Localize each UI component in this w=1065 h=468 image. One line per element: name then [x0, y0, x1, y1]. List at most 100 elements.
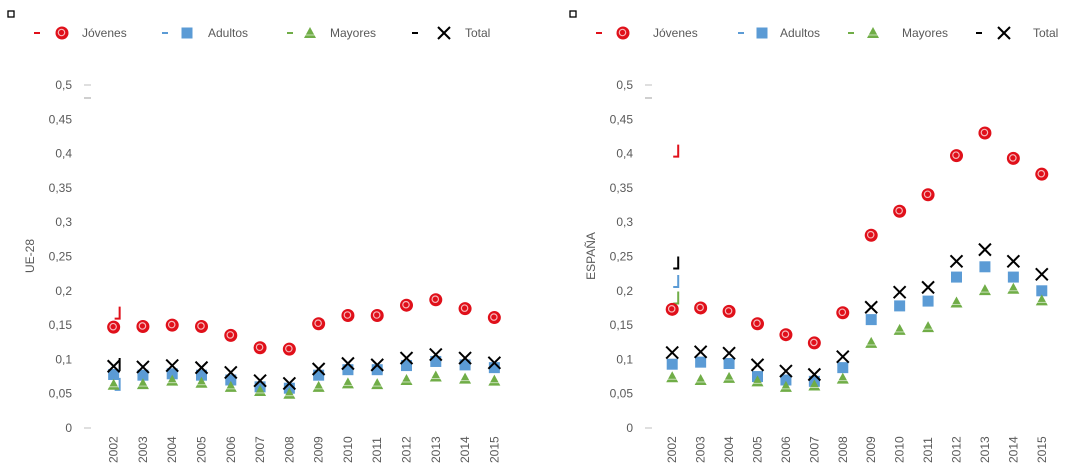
data-point: [136, 319, 150, 333]
x-tick-label: 2004: [722, 436, 736, 463]
data-point: [693, 345, 708, 359]
data-point: [665, 302, 679, 316]
y-tick-label: 0: [65, 421, 72, 435]
data-point: [311, 362, 326, 376]
x-tick-label: 2006: [224, 436, 238, 463]
data-point: [779, 380, 792, 392]
data-point: [922, 321, 935, 333]
data-point: [399, 351, 414, 365]
legend-mayores-label: Mayores: [330, 26, 376, 40]
y-tick-label: 0,25: [610, 250, 634, 264]
data-point: [1035, 294, 1048, 306]
bracket-mayores: [673, 291, 680, 305]
data-point: [722, 346, 736, 360]
data-point: [894, 300, 906, 312]
y-axis-label: UE-28: [23, 239, 37, 273]
y-tick-label: 0,3: [616, 215, 633, 229]
y-axis: 0 0,05 0,1 0,15 0,2 0,25 0,3 0,35 0,4 0,45 0,5: [49, 78, 91, 435]
x-tick-label: 2012: [950, 436, 964, 463]
x-tick-label: 2010: [341, 436, 355, 463]
data-point: [253, 341, 267, 355]
legend-jovenes-marker: [55, 26, 69, 40]
data-point: [225, 374, 237, 386]
data-point: [371, 364, 383, 376]
bracket-adultos: [673, 275, 680, 289]
y-tick-label: 0,05: [49, 387, 73, 401]
data-point: [1036, 285, 1048, 297]
data-point: [864, 228, 878, 242]
data-point: [864, 300, 878, 314]
data-point: [458, 351, 472, 365]
data-point: [836, 349, 850, 364]
data-point: [750, 358, 765, 372]
legend-mayores-marker: [867, 27, 879, 38]
legend: Jóvenes Adultos Mayores Total: [7, 10, 490, 40]
x-tick-label: 2003: [136, 436, 150, 463]
data-point: [723, 371, 736, 383]
data-point: [224, 328, 238, 342]
x-tick-label: 2013: [978, 436, 992, 463]
bracket-jovenes: [114, 306, 121, 320]
x-tick-label: 2009: [864, 436, 878, 463]
data-point: [921, 188, 935, 202]
legend-jovenes-label: Jóvenes: [82, 26, 127, 40]
y-tick-label: 0,2: [616, 284, 633, 298]
series-total: [106, 347, 502, 391]
x-tick-label: 2014: [1006, 436, 1020, 463]
data-point: [1035, 167, 1049, 181]
legend-total-label: Total: [1033, 26, 1058, 40]
data-point: [950, 149, 963, 163]
data-point: [921, 280, 935, 295]
data-point: [922, 295, 934, 307]
x-tick-label: 2011: [921, 437, 935, 463]
data-point: [253, 373, 267, 388]
data-point: [951, 271, 962, 283]
x-tick-label: 2002: [665, 436, 679, 463]
data-point: [370, 308, 384, 322]
y-tick-label: 0,4: [55, 147, 72, 161]
x-axis: 2002 2003 2004 2005 2006 2007 2008 2009 2010 2011…: [107, 436, 502, 463]
data-point: [780, 374, 792, 386]
x-tick-label: 2008: [836, 436, 850, 463]
bracket-adultos: [114, 377, 121, 391]
x-tick-label: 2004: [165, 436, 179, 463]
data-point: [341, 377, 354, 389]
data-point: [459, 372, 472, 384]
legend-total-label: Total: [465, 26, 490, 40]
data-point: [694, 373, 707, 385]
data-point: [1006, 151, 1020, 165]
data-point: [312, 380, 325, 392]
legend-adultos-label: Adultos: [780, 26, 820, 40]
data-point: [950, 296, 963, 308]
data-point: [666, 371, 679, 383]
data-point: [165, 318, 179, 332]
legend-total-marker: [997, 26, 1011, 40]
data-point: [837, 362, 849, 374]
data-point: [722, 304, 736, 318]
data-point: [488, 374, 501, 386]
data-point: [370, 358, 384, 372]
x-tick-label: 2015: [1035, 436, 1049, 463]
data-point: [779, 364, 793, 378]
data-point: [400, 373, 413, 385]
x-tick-label: 2013: [429, 436, 443, 463]
x-tick-label: 2002: [107, 436, 121, 463]
data-point: [283, 387, 296, 399]
series-total: [665, 242, 1049, 382]
x-tick-label: 2006: [779, 436, 793, 463]
data-point: [136, 378, 149, 390]
y-tick-label: 0,2: [55, 284, 72, 298]
data-point: [1007, 282, 1020, 294]
data-point: [224, 365, 238, 380]
data-point: [723, 358, 735, 370]
chart-panel-2: Jóvenes Adultos Mayores Total 0 0,05 0,1 0,15 0,…: [569, 10, 1058, 463]
data-point: [282, 376, 297, 391]
data-point: [978, 284, 991, 296]
data-point: [196, 369, 207, 381]
y-tick-label: 0,4: [616, 147, 633, 161]
series-mayores: [107, 370, 501, 399]
data-point: [166, 368, 178, 380]
data-point: [313, 369, 325, 381]
y-tick-label: 0,45: [610, 112, 634, 126]
